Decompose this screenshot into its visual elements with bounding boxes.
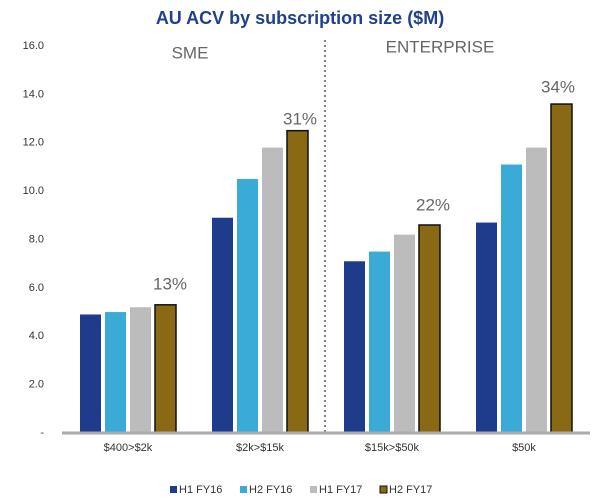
y-tick-label: 8.0 — [29, 233, 44, 245]
x-tick-label: $15k>$50k — [365, 442, 420, 454]
annotation: ENTERPRISE — [386, 37, 495, 56]
y-tick-label: 2.0 — [29, 379, 44, 391]
bar — [237, 179, 258, 433]
bar — [369, 251, 390, 433]
y-tick-label: 14.0 — [23, 88, 44, 100]
legend-label: H2 FY16 — [249, 484, 292, 496]
bar — [418, 224, 441, 434]
bar — [394, 234, 415, 433]
legend-swatch — [240, 486, 247, 493]
legend-swatch — [310, 486, 317, 493]
chart-title: AU ACV by subscription size ($M) — [156, 8, 444, 28]
y-tick-label: - — [40, 427, 44, 439]
legend-label: H1 FY17 — [319, 484, 362, 496]
legend-swatch — [379, 485, 388, 494]
y-tick-label: 16.0 — [23, 40, 44, 52]
bar — [130, 307, 151, 433]
bar — [526, 147, 547, 433]
bar — [476, 222, 497, 433]
bar — [501, 164, 522, 434]
bar — [154, 304, 177, 434]
bar — [286, 129, 309, 434]
legend-swatch — [170, 486, 177, 493]
bar — [105, 312, 126, 433]
legend-label: H1 FY16 — [179, 484, 222, 496]
bar — [80, 314, 101, 433]
annotation: 34% — [541, 77, 575, 96]
legend-label: H2 FY17 — [389, 484, 432, 496]
annotation: 22% — [416, 195, 450, 214]
bar — [262, 147, 283, 433]
y-tick-label: 4.0 — [29, 330, 44, 342]
annotation: SME — [172, 43, 209, 62]
bar — [550, 103, 573, 434]
bar — [212, 217, 233, 433]
y-tick-label: 12.0 — [23, 137, 44, 149]
annotation: 31% — [283, 109, 317, 128]
annotation: 13% — [153, 274, 187, 293]
x-tick-label: $50k — [512, 442, 536, 454]
y-tick-label: 6.0 — [29, 282, 44, 294]
y-tick-label: 10.0 — [23, 185, 44, 197]
bar — [344, 261, 365, 433]
x-tick-label: $2k>$15k — [236, 442, 285, 454]
x-tick-label: $400>$2k — [104, 442, 153, 454]
